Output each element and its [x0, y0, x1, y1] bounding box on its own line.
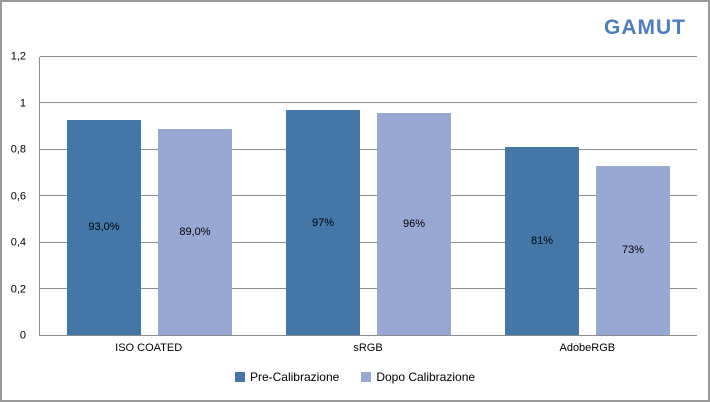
bar-data-label: 97%: [311, 216, 335, 229]
plot-area: 93,0% 89,0% 97% 96% 81% 73%: [39, 56, 697, 336]
bar-dopo-calibrazione[interactable]: 96%: [377, 112, 451, 335]
legend-swatch-icon: [361, 372, 372, 382]
gridline: [40, 242, 697, 243]
gridline: [40, 195, 697, 196]
x-axis-category-labels: ISO COATED sRGB AdobeRGB: [39, 342, 697, 354]
y-axis-tick-label: 1,2: [10, 50, 26, 63]
gridline: [40, 149, 697, 150]
legend: Pre-Calibrazione Dopo Calibrazione: [2, 370, 708, 384]
y-axis-tick-label: 0,2: [10, 283, 26, 295]
gridline: [40, 56, 697, 57]
gridline: [40, 288, 697, 289]
category-label-adobergb: AdobeRGB: [559, 342, 616, 354]
y-axis-tick-label: 0,8: [10, 143, 26, 156]
y-axis-tick-label: 1: [19, 97, 26, 109]
gridline: [40, 102, 697, 103]
chart-title: GAMUT: [604, 16, 686, 39]
bar-data-label: 73%: [621, 244, 645, 257]
legend-swatch-icon: [234, 372, 245, 382]
bars-layer: 93,0% 89,0% 97% 96% 81% 73%: [40, 57, 697, 335]
bar-data-label: 81%: [530, 235, 554, 248]
y-axis-tick-label: 0,6: [10, 190, 26, 202]
bar-group-iso-coated: 93,0% 89,0%: [40, 57, 259, 335]
y-axis-tick-label: 0: [19, 329, 26, 342]
bar-group-srgb: 97% 96%: [259, 57, 478, 335]
bar-pre-calibrazione[interactable]: 81%: [505, 147, 579, 335]
bar-dopo-calibrazione[interactable]: 73%: [596, 165, 670, 335]
bar-data-label: 89,0%: [179, 225, 211, 238]
category-label-iso-coated: ISO COATED: [115, 342, 183, 354]
bar-data-label: 93,0%: [88, 221, 120, 234]
y-axis-tick-label: 0,4: [10, 236, 26, 249]
category-label-srgb: sRGB: [353, 342, 383, 354]
legend-label: Dopo Calibrazione: [376, 370, 476, 384]
legend-label: Pre-Calibrazione: [249, 370, 340, 384]
bar-pre-calibrazione[interactable]: 93,0%: [67, 119, 141, 335]
legend-item-dopo-calibrazione[interactable]: Dopo Calibrazione: [361, 370, 475, 384]
bar-group-adobergb: 81% 73%: [478, 57, 697, 335]
y-axis-tick-labels: 0 0,2 0,4 0,6 0,8 1 1,2: [2, 51, 33, 342]
bar-dopo-calibrazione[interactable]: 89,0%: [158, 128, 232, 335]
bar-data-label: 96%: [402, 217, 426, 230]
bar-pre-calibrazione[interactable]: 97%: [286, 110, 360, 335]
legend-item-pre-calibrazione[interactable]: Pre-Calibrazione: [234, 370, 340, 384]
